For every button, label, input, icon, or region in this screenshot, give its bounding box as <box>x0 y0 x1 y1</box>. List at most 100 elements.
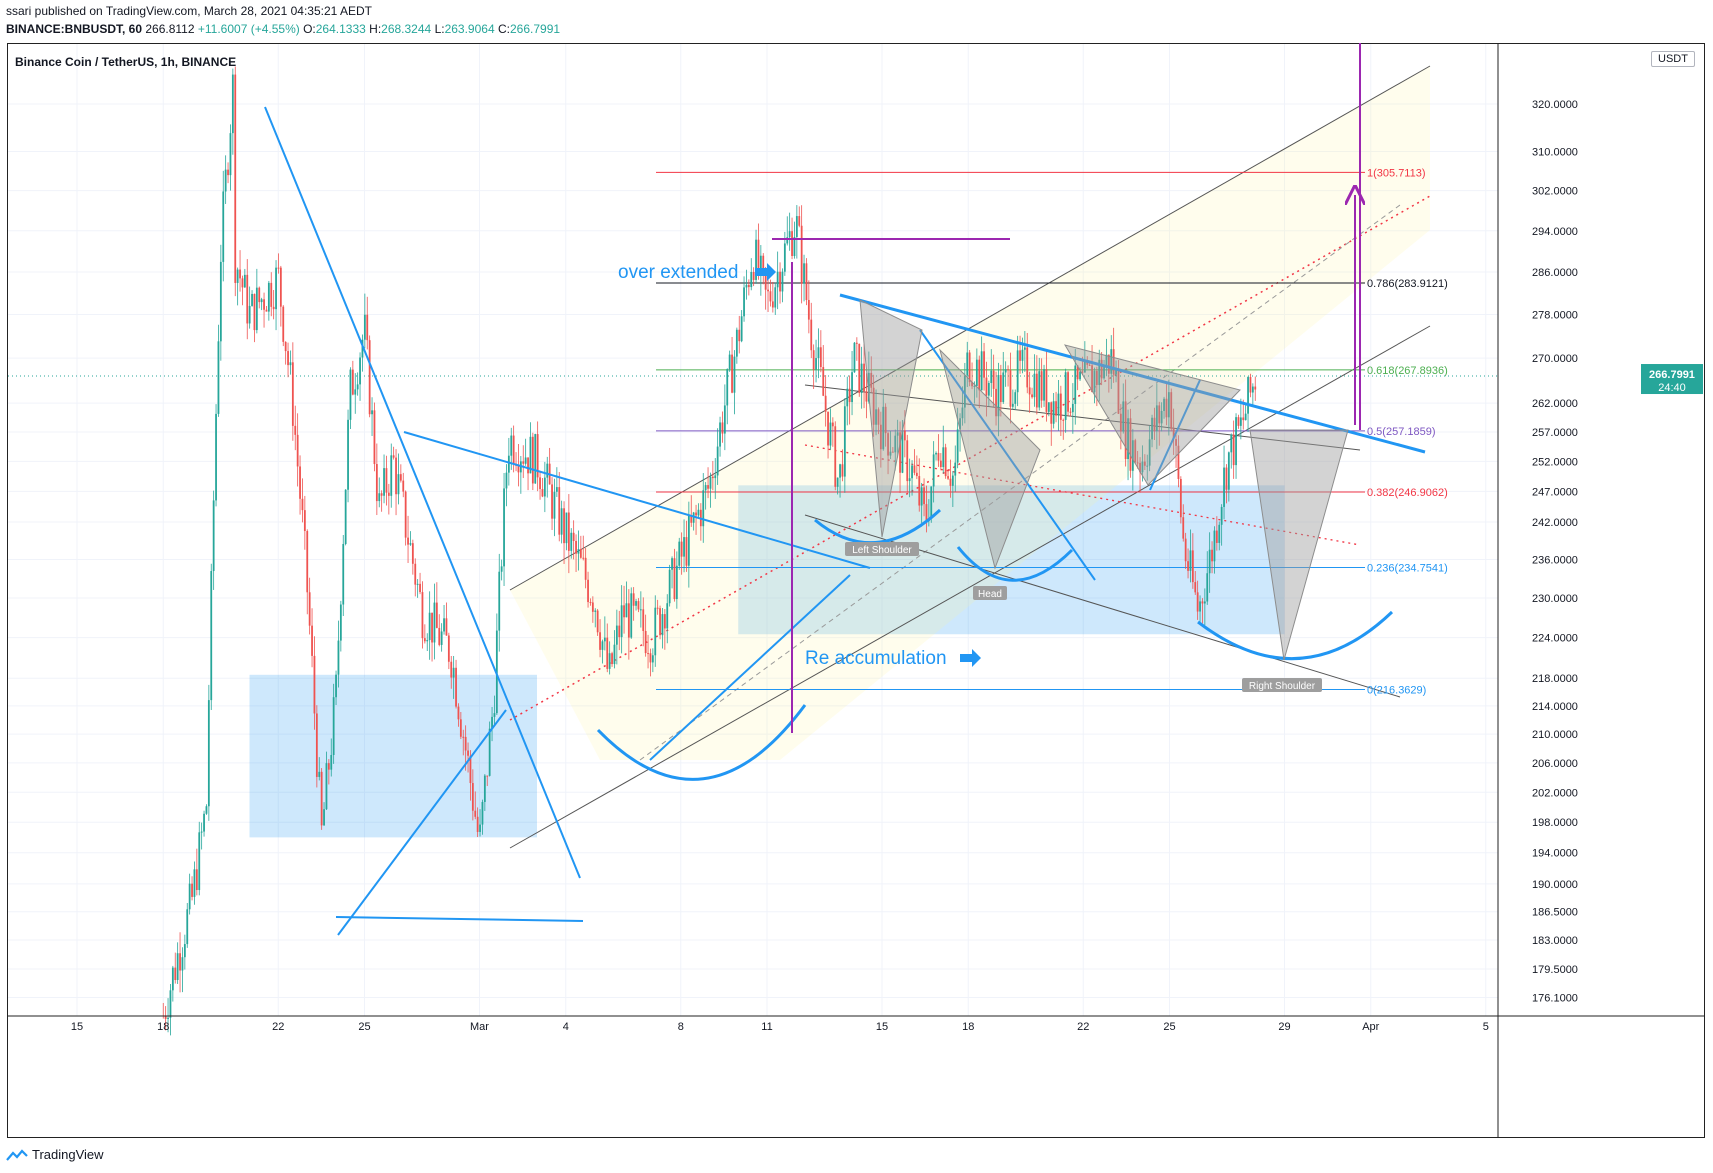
candle-body <box>227 169 229 176</box>
candle-body <box>275 267 277 310</box>
fib-level-label: 0.5(257.1859) <box>1367 426 1436 438</box>
candle-body <box>1131 440 1134 471</box>
candle-body <box>234 74 237 283</box>
y-tick-label: 270.0000 <box>1532 353 1578 365</box>
candle-body <box>464 736 467 751</box>
candle-body <box>169 990 172 1018</box>
candle-body <box>534 434 537 484</box>
candle-body <box>1079 371 1081 380</box>
candle-body <box>306 531 309 593</box>
candle-body <box>1016 350 1019 393</box>
candle-body <box>409 543 412 545</box>
candle-body <box>882 406 885 450</box>
candle-body <box>1206 573 1209 602</box>
candle-body <box>834 426 837 487</box>
candle-body <box>793 237 796 257</box>
candle-body <box>915 472 918 477</box>
candle-body <box>956 429 959 463</box>
candle-body <box>635 601 637 606</box>
candle-body <box>872 387 875 425</box>
candle-body <box>947 476 949 479</box>
candle-body <box>637 601 640 610</box>
candle-body <box>543 477 546 497</box>
candle-body <box>709 476 712 489</box>
candle-body <box>455 667 457 707</box>
candle-body <box>296 434 299 467</box>
candle-body <box>339 604 342 641</box>
candle-body <box>889 451 892 456</box>
candle-body <box>263 299 265 310</box>
candle-body <box>255 287 258 331</box>
candle-body <box>1091 365 1093 393</box>
candle-body <box>666 603 669 629</box>
candle-body <box>174 967 177 981</box>
candle-body <box>723 405 726 434</box>
candle-body <box>654 607 657 656</box>
candle-body <box>786 237 789 244</box>
candle-body <box>738 329 741 342</box>
candle-body <box>183 944 186 958</box>
candle-body <box>899 432 901 473</box>
candle-body <box>937 452 940 461</box>
candle-body <box>207 700 210 807</box>
candle-body <box>1081 371 1084 373</box>
candle-body <box>272 306 275 310</box>
right-arrow-icon <box>960 649 981 667</box>
candle-body <box>383 468 385 496</box>
candle-body <box>479 824 481 832</box>
candle-body <box>402 480 405 492</box>
candle-body <box>459 719 462 737</box>
candle-body <box>608 653 611 669</box>
candle-body <box>831 422 834 427</box>
candle-body <box>236 269 239 283</box>
candle-body <box>759 255 762 274</box>
candle-body <box>205 806 208 814</box>
candle-body <box>1074 365 1077 404</box>
currency-badge[interactable]: USDT <box>1651 51 1695 67</box>
candle-body <box>1021 349 1024 361</box>
candle-body <box>639 609 642 611</box>
candle-body <box>1007 369 1009 371</box>
candle-body <box>923 487 925 505</box>
candle-body <box>241 278 244 288</box>
candle-body <box>443 618 445 632</box>
candle-body <box>935 452 937 455</box>
candle-body <box>471 783 474 811</box>
candle-body <box>769 291 772 302</box>
candle-body <box>625 603 628 618</box>
candle-body <box>1179 478 1182 518</box>
candle-body <box>587 579 589 603</box>
change-value: +11.6007 (+4.55%) <box>197 22 300 36</box>
candle-body <box>997 375 1000 417</box>
candle-body <box>1067 372 1069 412</box>
chart-pane[interactable] <box>7 43 1705 1138</box>
candle-body <box>503 488 505 567</box>
candle-body <box>1249 377 1252 393</box>
label-right-shoulder: Right Shoulder <box>1249 681 1316 692</box>
candle-body <box>536 434 539 478</box>
candle-body <box>829 422 832 446</box>
channel-fill <box>510 66 1430 760</box>
candle-body <box>486 775 489 777</box>
pattern-head-shape <box>939 348 1041 570</box>
candle-body <box>990 370 993 384</box>
footer-logo[interactable]: TradingView <box>6 1147 104 1162</box>
candle-body <box>841 464 844 477</box>
published-line: ssari published on TradingView.com, Marc… <box>6 4 372 18</box>
candle-body <box>870 372 873 388</box>
candle-body <box>810 319 813 351</box>
candle-body <box>798 216 801 226</box>
candle-body <box>776 271 779 288</box>
high-value: 268.3244 <box>381 22 432 36</box>
candle-body <box>596 610 599 633</box>
candle-body <box>671 558 673 570</box>
candle-body <box>421 592 424 639</box>
candle-body <box>1093 370 1096 393</box>
y-tick-label: 224.0000 <box>1532 633 1578 645</box>
candle-body <box>764 268 767 290</box>
fib-level-label: 0.618(267.8936) <box>1367 365 1448 377</box>
candle-body <box>380 493 383 496</box>
candle-body <box>887 433 889 456</box>
fib-level-label: 0(216.3629) <box>1367 685 1426 697</box>
